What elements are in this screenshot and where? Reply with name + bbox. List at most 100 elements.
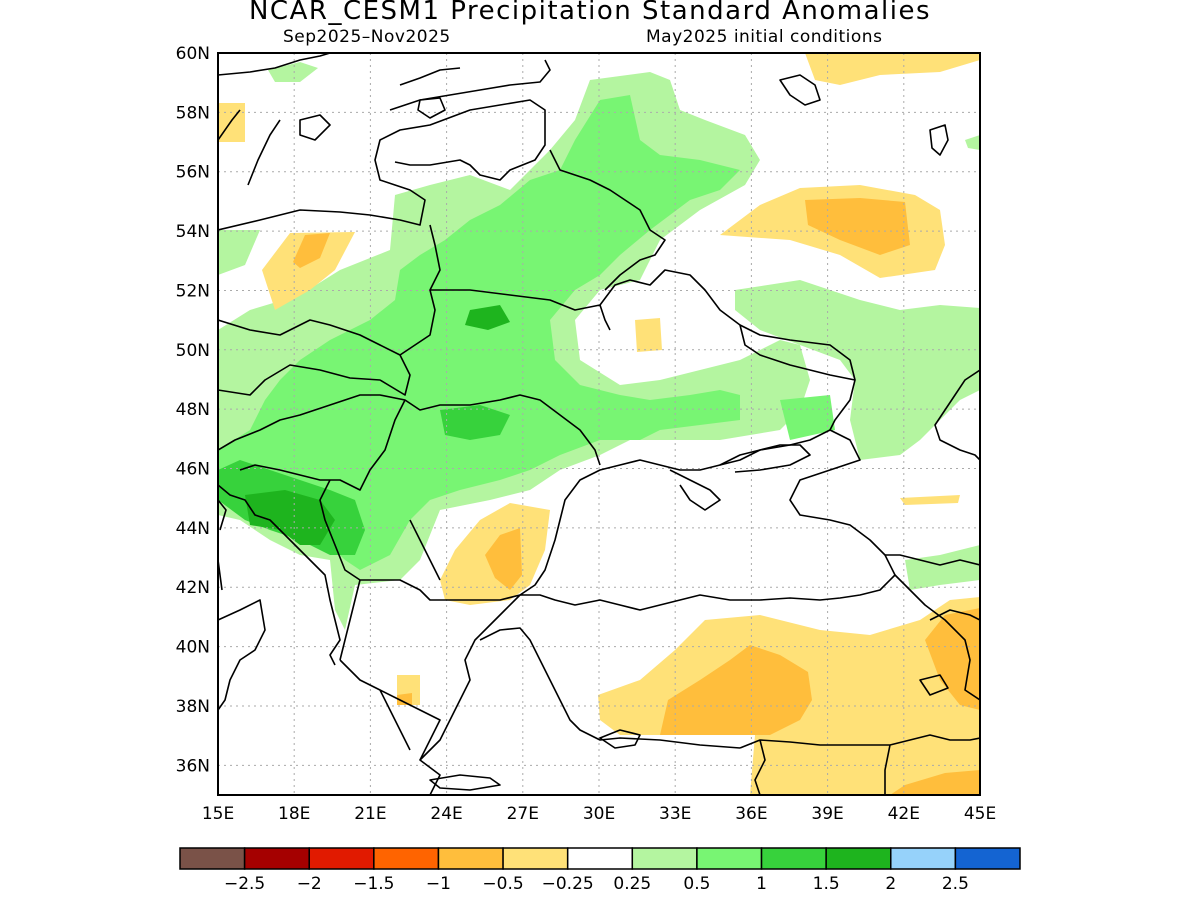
lake-van: [919, 674, 949, 696]
longitude-tick-label: 33E: [659, 804, 691, 824]
anomaly-area-neg025-ne: [805, 53, 980, 85]
latitude-tick-label: 44N: [176, 519, 210, 539]
adriatic-coastline: [218, 484, 341, 666]
crimea-coastline: [669, 469, 721, 511]
colorbar-label: 1.5: [813, 874, 840, 894]
colorbar-swatch: [760, 847, 827, 870]
anomaly-area-neg05-russia: [805, 198, 910, 255]
longitude-tick-label: 24E: [430, 804, 462, 824]
anomaly-area-neg05-turkey: [660, 645, 812, 735]
longitude-tick-label: 45E: [964, 804, 996, 824]
initial-conditions-label: May2025 initial conditions: [646, 27, 883, 47]
crete-island: [429, 774, 501, 791]
longitude-tick-label: 21E: [354, 804, 386, 824]
colorbar-swatch: [243, 847, 310, 870]
longitude-tick-label: 27E: [507, 804, 539, 824]
anomaly-area-neg05-greece: [397, 693, 412, 705]
anomaly-area-neg025-nw: [218, 103, 245, 142]
latitude-tick-label: 42N: [176, 578, 210, 598]
latitude-tick-label: 52N: [176, 281, 210, 301]
colorbar-swatch: [502, 847, 569, 870]
latitude-tick-label: 50N: [176, 341, 210, 361]
lake-ladoga: [929, 124, 949, 156]
colorbar-swatch: [308, 847, 375, 870]
colorbar-label: 0.25: [613, 874, 651, 894]
anomaly-area-neg025-ukraine: [635, 318, 662, 352]
gotland-island: [299, 114, 331, 141]
colorbar-swatch: [631, 847, 698, 870]
latitude-tick-label: 38N: [176, 697, 210, 717]
anomaly-area-pos1-hungary: [440, 405, 510, 440]
anomaly-area-neg05-poland: [293, 233, 330, 268]
eastern-borders: [549, 149, 856, 431]
turkey-borders: [739, 734, 980, 795]
caucasus-borders: [885, 554, 980, 701]
colorbar-label: 0.5: [683, 874, 710, 894]
latitude-tick-label: 60N: [176, 44, 210, 64]
country-borders-balkans: [218, 394, 601, 661]
colorbar-swatch: [890, 847, 957, 870]
anomaly-area-neg05-romania: [485, 528, 522, 590]
colorbar-label: 1: [756, 874, 767, 894]
country-borders-central-europe: [218, 224, 856, 396]
colorbar-label: −0.5: [482, 874, 523, 894]
longitude-tick-label: 18E: [278, 804, 310, 824]
black-sea-coastline: [519, 429, 896, 611]
latitude-tick-label: 48N: [176, 400, 210, 420]
map-gridlines: [218, 53, 980, 795]
map-frame: [217, 52, 981, 796]
colorbar-label: −2: [297, 874, 322, 894]
latitude-tick-label: 40N: [176, 638, 210, 658]
anomaly-area-pos05-central: [218, 95, 740, 570]
colorbar-swatch: [373, 847, 440, 870]
sea-of-azov-coast: [719, 444, 811, 473]
baltic-coastline: [218, 53, 546, 231]
longitude-tick-label: 42E: [888, 804, 920, 824]
longitude-tick-labels: 15E 18E 21E 24E 27E 30E 33E 36E 39E 42E 45E: [202, 804, 996, 824]
anomaly-area-neg025-caucasus: [900, 495, 960, 505]
greece-coastline: [339, 659, 441, 761]
anomaly-area-pos025-east: [735, 280, 980, 460]
saaremaa-island: [417, 97, 446, 119]
anomaly-area-pos025-left: [218, 230, 260, 275]
longitude-tick-label: 36E: [735, 804, 767, 824]
latitude-tick-label: 54N: [176, 222, 210, 242]
colorbar-swatch: [566, 847, 634, 870]
colorbar-swatch: [825, 847, 892, 870]
anomaly-area-neg05-se: [890, 770, 980, 795]
latitude-tick-label: 58N: [176, 103, 210, 123]
anomaly-area-pos025-ne: [965, 135, 980, 150]
latitude-tick-label: 56N: [176, 163, 210, 183]
latitude-tick-labels: 60N 58N 56N 54N 52N 50N 48N 46N 44N 42N 40N 38N 36N: [176, 44, 210, 776]
colorbar: −2.5 −2 −1.5 −1 −0.5 −0.25 0.25 0.5 1 1.5 2 2.5: [179, 847, 1021, 894]
cyprus-island: [599, 729, 641, 749]
latitude-tick-label: 46N: [176, 460, 210, 480]
colorbar-label: −0.25: [542, 874, 594, 894]
forecast-period-label: Sep2025–Nov2025: [283, 27, 451, 47]
anomaly-area-pos15-croatia: [245, 490, 335, 545]
longitude-tick-label: 39E: [811, 804, 843, 824]
caspian-coastline: [934, 369, 980, 461]
colorbar-label: 2.5: [942, 874, 969, 894]
lake-onega: [779, 74, 821, 106]
colorbar-label: −1.5: [353, 874, 394, 894]
anomaly-area-pos15-slovakia: [465, 305, 510, 330]
colorbar-swatch: [696, 847, 763, 870]
anomaly-shading: [218, 53, 980, 795]
colorbar-swatch: [437, 847, 504, 870]
colorbar-label: −1: [426, 874, 451, 894]
longitude-tick-label: 15E: [202, 804, 234, 824]
colorbar-label: −2.5: [224, 874, 265, 894]
latitude-tick-label: 36N: [176, 756, 210, 776]
longitude-tick-label: 30E: [583, 804, 615, 824]
colorbar-label: 2: [885, 874, 896, 894]
colorbar-swatch: [179, 847, 246, 870]
no-anomaly-gap: [830, 465, 855, 530]
colorbar-swatch: [954, 847, 1021, 870]
figure-title: NCAR_CESM1 Precipitation Standard Anomal…: [248, 0, 932, 26]
aegean-coastline: [419, 594, 741, 795]
anomaly-area-pos05-east: [780, 395, 835, 440]
anomaly-area-pos025-caucasus: [905, 545, 980, 590]
